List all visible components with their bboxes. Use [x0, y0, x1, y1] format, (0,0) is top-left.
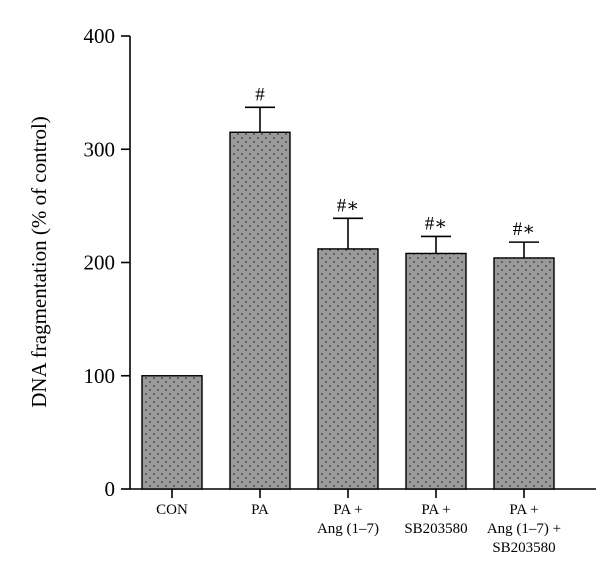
y-tick-label: 400 — [84, 24, 116, 48]
y-tick-label: 300 — [84, 137, 116, 161]
y-tick-label: 200 — [84, 251, 116, 275]
x-tick-label-line: PA — [251, 502, 269, 518]
bar — [229, 131, 291, 490]
y-tick-label: 100 — [84, 364, 116, 388]
x-tick-label: PA + Ang (1–7) — [317, 502, 379, 537]
x-tick-label-line: Ang (1–7) — [317, 521, 379, 537]
bar — [405, 252, 467, 490]
x-tick-label: PA + SB203580 — [404, 502, 467, 537]
x-tick-label: PA + Ang (1–7) + SB203580 — [487, 502, 561, 556]
x-tick-label-line: PA + — [509, 502, 538, 518]
x-tick-label: CON — [156, 502, 188, 518]
bar — [493, 257, 555, 490]
x-tick-label-line: PA + — [333, 502, 362, 518]
significance-label: #∗ — [337, 195, 359, 216]
plot-area: 0 100 200 300 400 CON # PA #∗ PA + Ang (1–7) #∗ PA +… — [84, 24, 596, 556]
x-tick-label-line: PA + — [421, 502, 450, 518]
significance-label: #∗ — [513, 219, 535, 240]
x-tick-label-line: SB203580 — [492, 540, 555, 556]
significance-label: #∗ — [425, 213, 447, 234]
y-tick-label: 0 — [105, 477, 116, 501]
x-tick-label: PA — [251, 502, 269, 518]
x-tick-label-line: CON — [156, 502, 188, 518]
bar — [141, 375, 203, 490]
y-axis-title: DNA fragmentation (% of control) — [27, 116, 51, 408]
significance-label: # — [255, 84, 265, 105]
bar — [317, 248, 379, 490]
x-tick-label-line: Ang (1–7) + — [487, 521, 561, 537]
x-tick-label-line: SB203580 — [404, 521, 467, 537]
